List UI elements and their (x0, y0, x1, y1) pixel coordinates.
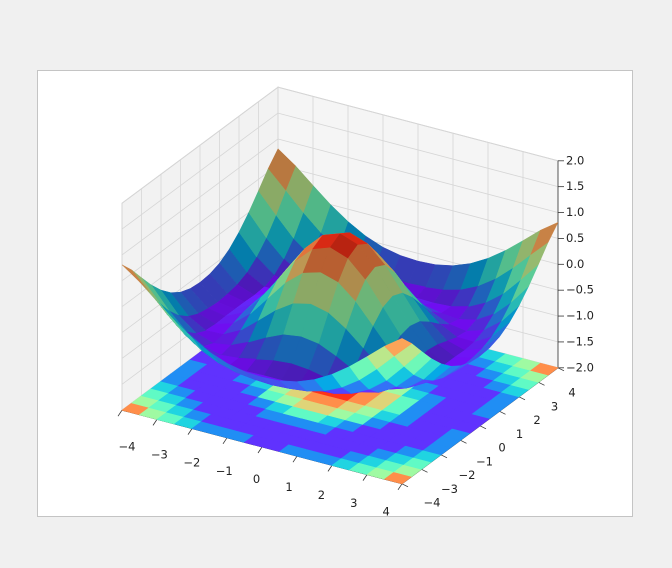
tick-mark (460, 439, 467, 444)
tick-mark (518, 396, 526, 401)
tick-mark (557, 367, 565, 372)
z-tick-label: 0.0 (566, 257, 584, 271)
z-tick-label: −1.5 (566, 334, 594, 348)
z-tick-label: 1.5 (566, 179, 584, 193)
tick-mark (327, 465, 333, 472)
x-tick-label: 2 (318, 488, 325, 502)
tick-mark (421, 468, 428, 473)
x-tick-label: −1 (216, 464, 233, 478)
tick-mark (362, 474, 368, 481)
surface-patch (530, 222, 559, 255)
tick-mark (222, 437, 228, 445)
z-tick-label: −0.5 (566, 283, 594, 297)
z-tick-label: 1.0 (566, 205, 584, 219)
grid-line (121, 86, 279, 204)
tick-mark (538, 381, 545, 386)
surface-patch (121, 264, 150, 292)
tick-mark (117, 409, 123, 417)
grid-line (277, 138, 559, 213)
grid-line (121, 112, 279, 230)
x-tick-label: 4 (383, 504, 390, 518)
tick-mark (499, 410, 506, 415)
y-tick-label: −3 (441, 482, 458, 496)
tick-mark (187, 428, 193, 435)
z-tick-label: −2.0 (566, 360, 594, 374)
tick-mark (479, 425, 487, 430)
y-tick-label: 2 (533, 413, 540, 427)
x-tick-label: −3 (151, 448, 168, 462)
y-tick-label: −2 (459, 468, 476, 482)
tick-mark (152, 419, 158, 426)
y-tick-label: 0 (498, 441, 505, 455)
tick-mark (397, 483, 403, 491)
grid-line (277, 164, 559, 239)
x-tick-label: 1 (285, 480, 292, 494)
tick-mark (440, 454, 448, 459)
y-tick-label: 3 (551, 399, 558, 413)
x-tick-label: −2 (183, 456, 200, 470)
x-tick-label: 0 (253, 472, 260, 486)
grid-line (277, 112, 559, 188)
grid-line (121, 164, 279, 282)
x-tick-label: −4 (119, 440, 136, 454)
tick-mark (401, 483, 409, 488)
z-tick-label: −1.0 (566, 309, 594, 323)
x-tick-label: 3 (350, 496, 357, 510)
tick-mark (257, 446, 263, 454)
grid-line (121, 138, 279, 256)
surface-patch (330, 233, 358, 259)
z-tick-label: 0.5 (566, 231, 584, 245)
y-tick-label: −1 (476, 454, 493, 468)
z-tick-label: 2.0 (566, 153, 584, 167)
y-tick-label: 4 (568, 386, 575, 400)
surface-patch (268, 148, 296, 191)
tick-mark (292, 455, 298, 463)
y-tick-label: 1 (516, 427, 523, 441)
contour-cell (530, 362, 559, 376)
grid-line (277, 86, 559, 162)
y-tick-label: −4 (424, 496, 441, 510)
surface-patch (384, 338, 412, 357)
